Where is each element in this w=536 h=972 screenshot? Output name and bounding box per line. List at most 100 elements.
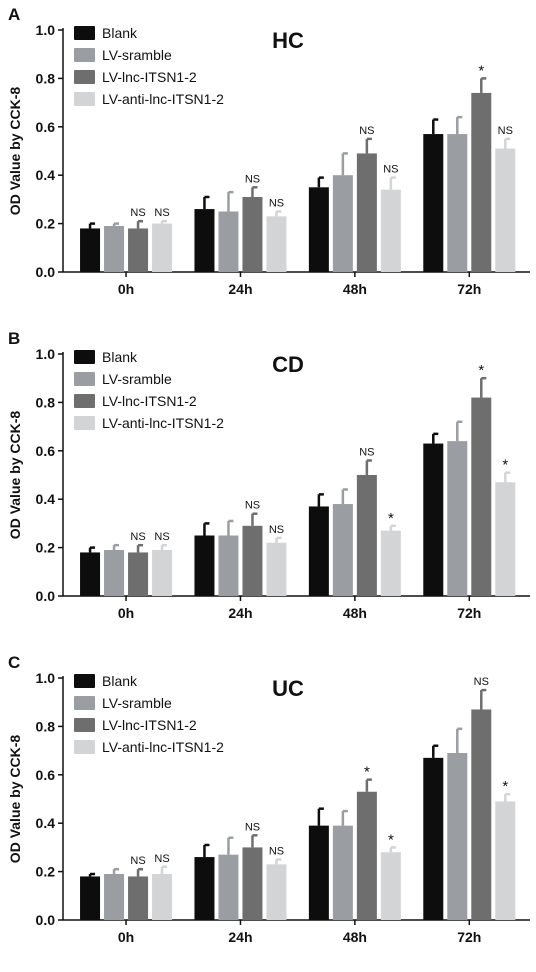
x-tick-label: 72h (457, 605, 481, 621)
bar (447, 441, 468, 596)
significance-label: NS (359, 446, 374, 458)
bar (423, 443, 444, 596)
bar (194, 857, 215, 920)
y-tick-label: 1.0 (36, 670, 56, 686)
y-tick-label: 0.0 (36, 912, 56, 928)
y-tick-label: 0.4 (36, 491, 56, 507)
bar (471, 397, 492, 596)
bar (380, 189, 401, 272)
bar (104, 550, 125, 596)
significance-label: * (388, 510, 394, 527)
y-tick-label: 0.8 (36, 70, 56, 86)
legend-label: LV-anti-lnc-ITSN1-2 (102, 739, 224, 755)
y-tick-label: 0.6 (36, 119, 56, 135)
y-axis-label: OD Value by CCK-8 (7, 735, 23, 864)
legend-swatch (74, 416, 95, 430)
bar (380, 852, 401, 920)
bar (218, 211, 239, 272)
bar (308, 825, 329, 920)
legend-label: Blank (102, 25, 138, 41)
significance-label: NS (154, 207, 169, 219)
y-axis-label: OD Value by CCK-8 (7, 87, 23, 216)
significance-label: * (388, 831, 394, 848)
bar (495, 801, 516, 920)
significance-label: NS (245, 500, 260, 512)
legend-swatch (74, 92, 95, 106)
bar (218, 535, 239, 596)
bar (152, 874, 173, 920)
significance-label: NS (383, 164, 398, 176)
bar (471, 92, 492, 272)
bar (471, 709, 492, 920)
bar (104, 874, 125, 920)
chart-panel-c: C OD Value by CCK-8 0.0 0.2 0.4 0.6 0.8 1.0 0h 24… (0, 648, 536, 972)
legend-swatch (74, 48, 95, 62)
legend-label: LV-sramble (102, 695, 172, 711)
bar (308, 506, 329, 596)
significance-label: NS (498, 125, 513, 137)
x-tick-label: 24h (228, 929, 252, 945)
bar (356, 153, 377, 272)
bar (242, 196, 263, 272)
y-tick-label: 0.4 (36, 167, 56, 183)
bar (266, 542, 287, 596)
legend-swatch (74, 394, 95, 408)
legend-label: LV-lnc-ITSN1-2 (102, 393, 197, 409)
legend-label: LV-lnc-ITSN1-2 (102, 717, 197, 733)
bar (423, 134, 444, 272)
significance-label: NS (154, 853, 169, 865)
bar (218, 854, 239, 920)
bar (266, 864, 287, 920)
legend-swatch (74, 740, 95, 754)
chart-panel-a: A OD Value by CCK-8 0.0 0.2 0.4 0.6 0.8 1.0 0h 24… (0, 0, 536, 324)
legend-label: Blank (102, 673, 138, 689)
y-tick-label: 0.0 (36, 588, 56, 604)
x-tick-label: 72h (457, 281, 481, 297)
bar (332, 504, 353, 596)
significance-label: NS (245, 821, 260, 833)
legend-swatch (74, 350, 95, 364)
bar (194, 209, 215, 272)
panel-letter: C (8, 653, 20, 672)
significance-label: * (502, 457, 508, 474)
legend-swatch (74, 718, 95, 732)
bar (447, 134, 468, 272)
significance-label: NS (474, 676, 489, 688)
significance-label: NS (359, 125, 374, 137)
bar (356, 791, 377, 920)
x-tick-label: 24h (228, 605, 252, 621)
significance-label: NS (269, 846, 284, 858)
x-tick-label: 48h (343, 281, 367, 297)
chart-panel-b: B OD Value by CCK-8 0.0 0.2 0.4 0.6 0.8 1.0 0h 24… (0, 324, 536, 648)
bar (495, 148, 516, 272)
y-tick-label: 0.2 (36, 216, 56, 232)
bar (332, 175, 353, 272)
legend-label: LV-sramble (102, 371, 172, 387)
y-tick-label: 0.6 (36, 767, 56, 783)
chart-svg-c: C OD Value by CCK-8 0.0 0.2 0.4 0.6 0.8 1.0 0h 24… (7, 653, 530, 945)
legend-swatch (74, 26, 95, 40)
x-tick-label: 0h (118, 605, 134, 621)
bar (447, 753, 468, 920)
bar (242, 525, 263, 596)
legend-swatch (74, 70, 95, 84)
bar (332, 825, 353, 920)
bar (356, 475, 377, 596)
bar (266, 216, 287, 272)
panel-letter: B (8, 329, 20, 348)
bar (80, 228, 101, 272)
legend-label: LV-anti-lnc-ITSN1-2 (102, 415, 224, 431)
significance-label: NS (130, 855, 145, 867)
chart-svg-b: B OD Value by CCK-8 0.0 0.2 0.4 0.6 0.8 1.0 0h 24… (7, 329, 530, 621)
significance-label: * (478, 62, 484, 79)
y-tick-label: 0.2 (36, 540, 56, 556)
significance-label: NS (154, 531, 169, 543)
bar (128, 228, 149, 272)
bar (423, 757, 444, 920)
bar (242, 847, 263, 920)
chart-svg-a: A OD Value by CCK-8 0.0 0.2 0.4 0.6 0.8 1.0 0h 24… (7, 5, 530, 297)
chart-title: CD (272, 352, 304, 377)
bar (128, 876, 149, 920)
legend-label: LV-anti-lnc-ITSN1-2 (102, 91, 224, 107)
bar (104, 226, 125, 272)
